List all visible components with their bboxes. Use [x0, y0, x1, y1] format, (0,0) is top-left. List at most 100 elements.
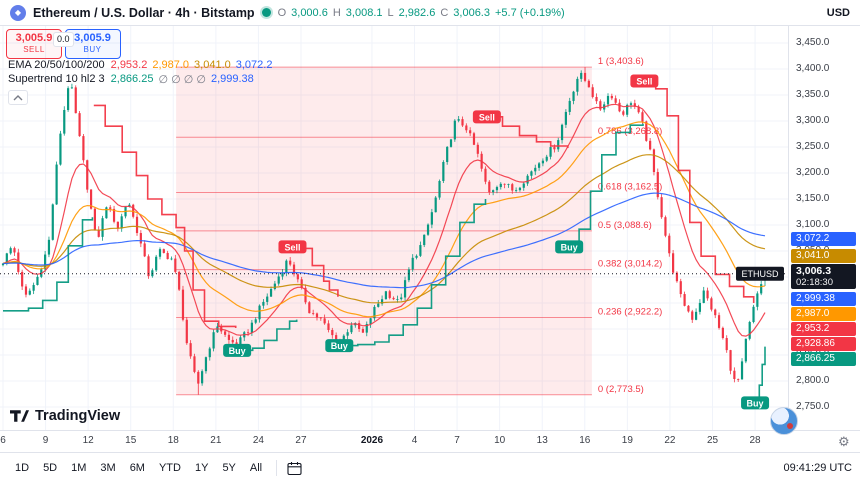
svg-text:Buy: Buy	[747, 398, 764, 408]
price-scale-tick: 3,350.0	[796, 89, 830, 100]
promo-badge-icon[interactable]	[770, 407, 798, 435]
ema-value: 3,072.2	[235, 59, 273, 71]
buy-price: 3,005.9	[74, 32, 111, 44]
ema-legend[interactable]: EMA 20/50/100/200 2,953.2 2,987.0 3,041.0 3…	[8, 59, 272, 71]
time-axis-label: 16	[579, 435, 591, 446]
chart-pane: 1 (3,403.6) 0.786 (3,268.8) 0.618 (3,162.5…	[0, 26, 788, 430]
tradingview-watermark-text: TradingView	[35, 408, 121, 424]
symbol-price-tag: ETHUSD	[741, 269, 779, 279]
range-6m-button[interactable]: 6M	[123, 458, 152, 478]
price-chip: 3,072.2	[791, 232, 856, 247]
price-chip: 2,999.38	[791, 291, 856, 306]
sell-signal-tag: Sell	[472, 110, 501, 124]
time-axis[interactable]: 6 9 12 15 18 21 24 27 2026 4 7 10 13 16 19 22 25 28	[0, 430, 860, 452]
spread-value: 0.0	[53, 32, 74, 47]
ohlc-low-label: L	[387, 6, 394, 19]
time-axis-label: 6	[0, 435, 6, 446]
range-5d-button[interactable]: 5D	[36, 458, 64, 478]
time-axis-label: 25	[706, 435, 719, 446]
price-scale-tick: 2,750.0	[796, 401, 830, 412]
fib-level-label: 1 (3,403.6)	[598, 56, 644, 67]
price-scale-tick: 3,250.0	[796, 141, 830, 152]
time-axis-label: 2026	[360, 435, 384, 446]
price-chip: 2,953.2	[791, 321, 856, 336]
sell-price: 3,005.9	[15, 32, 53, 44]
last-price-label: 3,006.3 02:18:30	[791, 263, 856, 289]
ohlc-close-label: C	[440, 6, 449, 19]
buy-signal-tag: Buy	[325, 339, 354, 353]
time-axis-label: 12	[82, 435, 94, 446]
ohlc-readout: O 3,000.6 H 3,008.1 L 2,982.6 C 3,006.3 +5.7…	[278, 7, 565, 19]
range-buttons: 1D 5D 1M 3M 6M YTD 1Y 5Y All	[8, 458, 269, 478]
chevron-up-icon	[13, 94, 23, 100]
price-scale[interactable]: 3,450.0 3,400.0 3,350.0 3,300.0 3,250.0 3,200…	[788, 26, 860, 430]
price-scale-tick: 3,300.0	[796, 115, 830, 126]
chart-header: Ethereum / U.S. Dollar · 4h · Bitstamp O…	[0, 0, 860, 26]
buy-signal-tag: Buy	[741, 396, 770, 410]
trade-panel: 3,005.9 SELL 0.0 3,005.9 BUY	[6, 29, 121, 59]
ohlc-low-value: 2,982.6	[398, 6, 436, 19]
sell-label: SELL	[23, 45, 45, 54]
time-axis-label: 18	[167, 435, 179, 446]
time-axis-label: 10	[494, 435, 506, 446]
price-chip: 2,928.86	[791, 336, 856, 351]
price-scale-tick: 2,800.0	[796, 375, 830, 386]
range-3m-button[interactable]: 3M	[93, 458, 122, 478]
price-scale-tick: 3,150.0	[796, 193, 830, 204]
sell-signal-tag: Sell	[630, 74, 659, 88]
range-1d-button[interactable]: 1D	[8, 458, 36, 478]
clock-utc-button[interactable]: 09:41:29 UTC	[783, 462, 852, 474]
go-to-date-button[interactable]	[284, 458, 305, 479]
last-price-value: 3,006.3	[796, 264, 832, 277]
svg-text:Buy: Buy	[561, 242, 578, 252]
time-axis-label: 28	[749, 435, 761, 446]
ohlc-close-value: 3,006.3	[453, 6, 490, 19]
time-axis-label: 7	[454, 435, 460, 446]
candlestick-chart[interactable]: 1 (3,403.6)0.786 (3,268.8)0.618 (3,162.5…	[0, 26, 788, 430]
range-all-button[interactable]: All	[243, 458, 269, 478]
range-1y-button[interactable]: 1Y	[188, 458, 215, 478]
calendar-icon	[287, 461, 302, 475]
fib-level-label: 0.5 (3,088.6)	[598, 220, 652, 231]
ohlc-open-value: 3,000.6	[291, 6, 328, 19]
svg-text:Sell: Sell	[636, 76, 652, 86]
ema-legend-values: 2,953.2 2,987.0 3,041.0 3,072.2	[111, 59, 273, 71]
time-axis-label: 4	[411, 435, 418, 446]
price-scale-tick: 3,100.0	[796, 219, 830, 230]
price-chip: 2,866.25	[791, 351, 856, 366]
ohlc-change: +5.7 (+0.19%)	[494, 6, 565, 19]
supertrend-value: ∅ ∅ ∅ ∅	[158, 74, 206, 86]
time-axis-label: 21	[210, 435, 222, 446]
fib-level-label: 0 (2,773.5)	[598, 384, 644, 395]
legend-collapse-button[interactable]	[8, 90, 28, 105]
range-1m-button[interactable]: 1M	[64, 458, 93, 478]
supertrend-legend[interactable]: Supertrend 10 hl2 3 2,866.25 ∅ ∅ ∅ ∅ 2,999…	[8, 73, 254, 86]
ema-value: 3,041.0	[194, 59, 231, 71]
time-axis-label: 22	[664, 435, 676, 446]
supertrend-legend-title: Supertrend 10 hl2 3	[8, 73, 105, 85]
range-5y-button[interactable]: 5Y	[215, 458, 242, 478]
sell-button[interactable]: 3,005.9 SELL	[6, 29, 62, 59]
supertrend-value: 2,866.25	[110, 73, 154, 85]
ohlc-high-value: 3,008.1	[345, 6, 383, 19]
buy-button[interactable]: 3,005.9 BUY	[64, 29, 121, 59]
buy-signal-tag: Buy	[223, 343, 252, 357]
time-axis-label: 27	[295, 435, 307, 446]
sell-signal-tag: Sell	[278, 240, 307, 254]
time-axis-label: 13	[536, 435, 548, 446]
ema-value: 2,987.0	[152, 59, 190, 71]
price-scale-tick: 3,200.0	[796, 167, 830, 178]
ema-legend-title: EMA 20/50/100/200	[8, 59, 105, 71]
symbol-title[interactable]: Ethereum / U.S. Dollar · 4h · Bitstamp	[33, 5, 255, 20]
currency-button[interactable]: USD	[826, 6, 850, 19]
time-axis-label: 19	[621, 435, 633, 446]
bottom-toolbar: 1D 5D 1M 3M 6M YTD 1Y 5Y All 09:41:29 UTC	[0, 452, 860, 483]
price-chip: 2,987.0	[791, 306, 856, 321]
ema-value: 2,953.2	[110, 59, 148, 71]
toolbar-divider	[276, 460, 278, 476]
scale-settings-gear-icon[interactable]	[838, 433, 850, 451]
range-ytd-button[interactable]: YTD	[152, 458, 188, 478]
time-axis-label: 15	[125, 435, 137, 446]
price-scale-tick: 3,450.0	[796, 37, 830, 48]
tradingview-logo-icon	[10, 410, 29, 422]
